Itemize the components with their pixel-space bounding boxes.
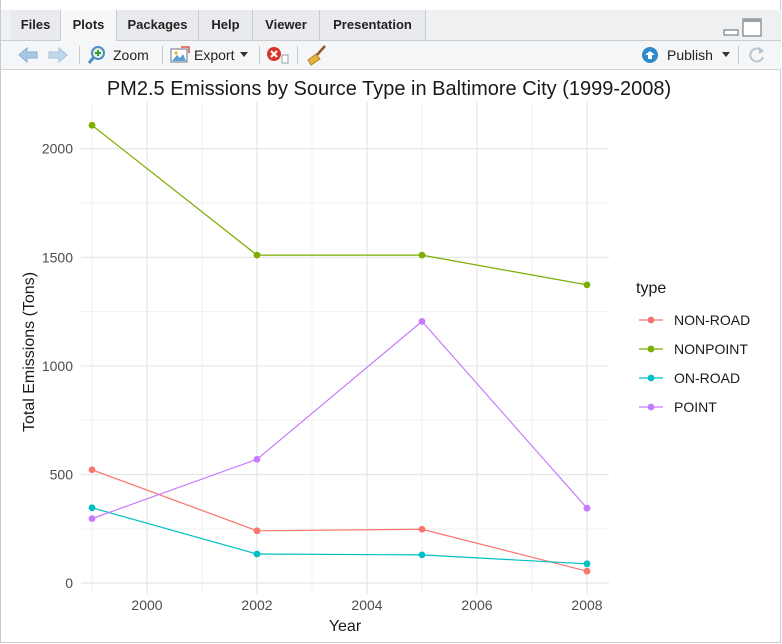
series-line bbox=[91, 320, 588, 520]
y-tick-label: 1000 bbox=[42, 358, 73, 374]
y-tick-label: 0 bbox=[65, 575, 73, 591]
data-point bbox=[418, 317, 426, 325]
data-point bbox=[253, 527, 261, 535]
data-point bbox=[88, 515, 96, 523]
legend-label: ON-ROAD bbox=[674, 370, 740, 386]
export-icon bbox=[170, 46, 190, 63]
data-point bbox=[253, 251, 261, 259]
x-tick-label: 2006 bbox=[461, 597, 492, 613]
tab-help[interactable]: Help bbox=[199, 10, 253, 40]
series-line bbox=[91, 507, 588, 565]
tab-help-label: Help bbox=[211, 17, 240, 32]
tab-bar: Files Plots Packages Help Viewer Present… bbox=[1, 10, 781, 41]
chevron-down-icon bbox=[721, 52, 730, 57]
data-point bbox=[583, 504, 591, 512]
x-axis-label: Year bbox=[329, 618, 362, 635]
data-point bbox=[253, 550, 261, 558]
toolbar-separator bbox=[738, 46, 739, 64]
back-button[interactable] bbox=[17, 44, 39, 66]
x-tick-label: 2000 bbox=[131, 597, 162, 613]
publish-label: Publish bbox=[667, 47, 713, 63]
minimize-icon[interactable] bbox=[723, 22, 739, 36]
legend-title: type bbox=[636, 280, 666, 297]
data-point bbox=[418, 525, 426, 533]
data-point bbox=[88, 466, 96, 474]
tab-files-label: Files bbox=[20, 17, 51, 32]
refresh-icon bbox=[749, 47, 764, 63]
tab-files[interactable]: Files bbox=[11, 10, 61, 40]
tab-packages[interactable]: Packages bbox=[117, 10, 199, 40]
chart-title: PM2.5 Emissions by Source Type in Baltim… bbox=[107, 78, 671, 100]
legend-label: NON-ROAD bbox=[674, 312, 750, 328]
legend-key-point bbox=[647, 374, 655, 382]
data-point bbox=[88, 504, 96, 512]
arrow-left-icon bbox=[18, 46, 38, 64]
tick-labels: 2000 2002 2004 2006 2008 0 500 1000 1500 2000 bbox=[42, 141, 603, 613]
toolbar-separator bbox=[259, 46, 260, 64]
clear-plots-button[interactable] bbox=[305, 44, 329, 66]
remove-plot-button[interactable] bbox=[266, 44, 290, 66]
plots-toolbar: Zoom Export bbox=[1, 41, 781, 70]
tab-viewer[interactable]: Viewer bbox=[253, 10, 320, 40]
y-tick-label: 500 bbox=[50, 467, 74, 483]
export-button[interactable]: Export bbox=[169, 44, 249, 66]
data-point bbox=[583, 560, 591, 568]
broom-icon bbox=[307, 45, 326, 66]
legend-label: POINT bbox=[674, 399, 717, 415]
data-point bbox=[88, 121, 96, 129]
y-tick-label: 2000 bbox=[42, 141, 73, 157]
toolbar-separator bbox=[297, 46, 298, 64]
plot-area: PM2.5 Emissions by Source Type in Baltim… bbox=[21, 78, 750, 635]
maximize-icon[interactable] bbox=[742, 18, 762, 37]
remove-plot-icon bbox=[267, 47, 289, 64]
x-tick-label: 2008 bbox=[571, 597, 602, 613]
series-line bbox=[91, 124, 588, 286]
tab-plots-label: Plots bbox=[72, 17, 105, 32]
data-point bbox=[418, 551, 426, 559]
x-tick-label: 2002 bbox=[241, 597, 272, 613]
arrow-right-icon bbox=[48, 46, 68, 64]
publish-icon bbox=[642, 47, 658, 63]
data-point bbox=[253, 455, 261, 463]
refresh-button[interactable] bbox=[747, 44, 767, 66]
tab-packages-label: Packages bbox=[127, 17, 188, 32]
data-point bbox=[583, 281, 591, 289]
toolbar-separator bbox=[162, 46, 163, 64]
data-point bbox=[418, 251, 426, 259]
legend-key-point bbox=[647, 345, 655, 353]
zoom-icon bbox=[87, 46, 105, 64]
legend-label: NONPOINT bbox=[674, 341, 748, 357]
chevron-down-icon bbox=[240, 52, 249, 57]
zoom-label: Zoom bbox=[113, 47, 149, 63]
y-axis-label: Total Emissions (Tons) bbox=[21, 272, 38, 432]
legend: type NON-ROAD NONPOINT ON-ROAD POINT bbox=[636, 280, 750, 415]
series-group bbox=[88, 121, 591, 575]
tab-plots[interactable]: Plots bbox=[61, 10, 117, 41]
forward-button[interactable] bbox=[47, 44, 69, 66]
tab-presentation-label: Presentation bbox=[333, 17, 412, 32]
export-label: Export bbox=[194, 47, 235, 63]
publish-button[interactable]: Publish bbox=[639, 44, 730, 66]
tab-viewer-label: Viewer bbox=[265, 17, 307, 32]
legend-key-point bbox=[647, 316, 655, 324]
zoom-button[interactable]: Zoom bbox=[87, 44, 149, 66]
data-point bbox=[583, 567, 591, 575]
series-line bbox=[91, 469, 588, 572]
tab-presentation[interactable]: Presentation bbox=[320, 10, 426, 40]
y-tick-label: 1500 bbox=[42, 249, 73, 265]
legend-key-point bbox=[647, 403, 655, 411]
gridlines bbox=[81, 102, 609, 594]
x-tick-label: 2004 bbox=[351, 597, 382, 613]
toolbar-separator bbox=[79, 46, 80, 64]
